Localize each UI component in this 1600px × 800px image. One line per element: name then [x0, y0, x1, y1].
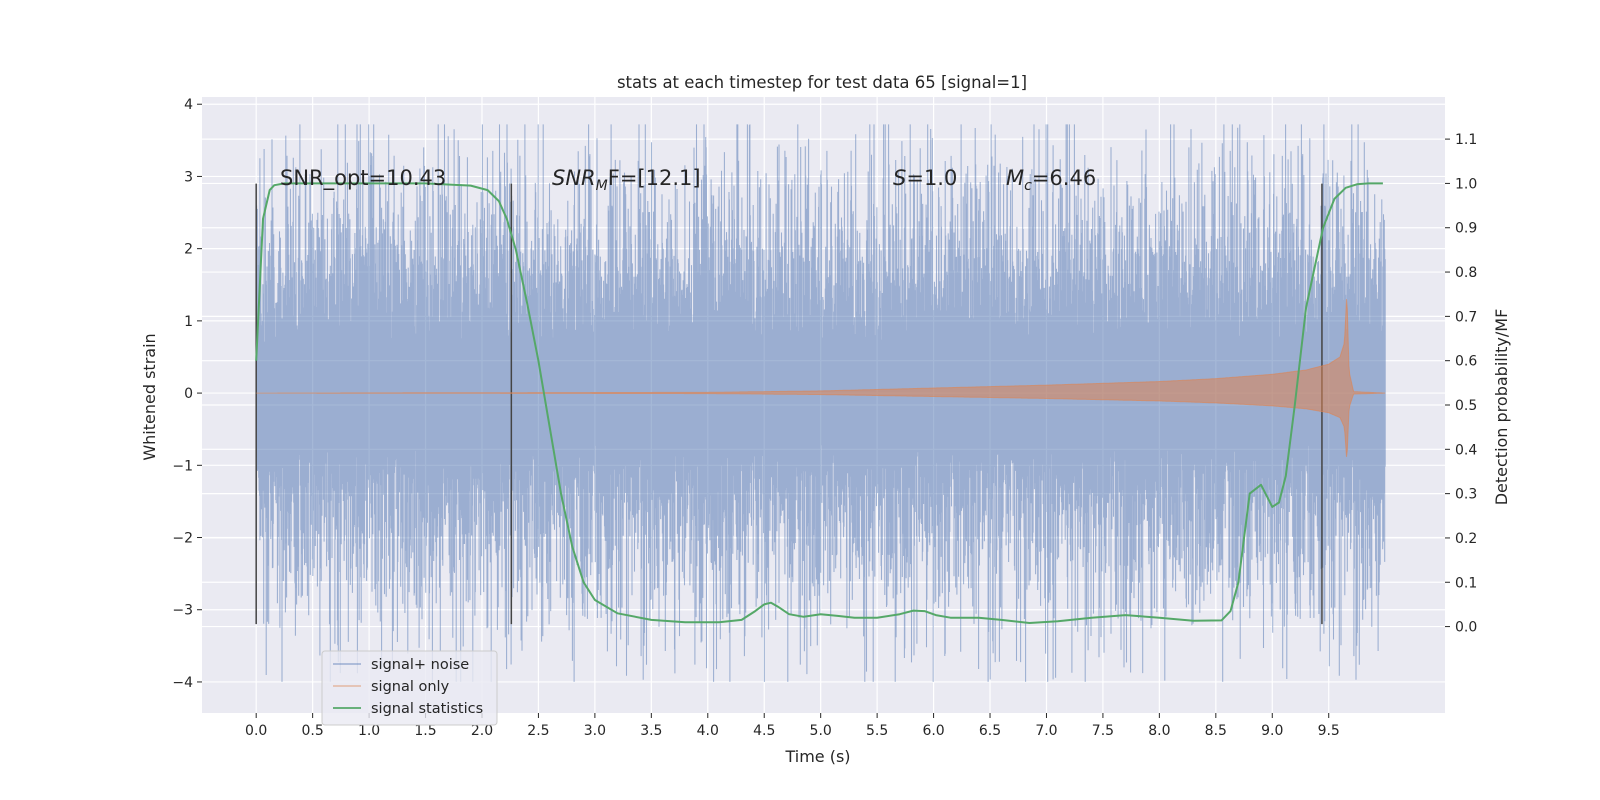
y2-axis-title: Detection probability/MF	[1492, 309, 1511, 506]
x-tick-label: 4.0	[697, 723, 719, 739]
x-tick-label: 1.0	[358, 723, 380, 739]
chart-title: stats at each timestep for test data 65 …	[617, 73, 1027, 92]
x-tick-label: 9.5	[1318, 723, 1340, 739]
x-tick-label: 0.0	[245, 723, 267, 739]
x-tick-label: 9.0	[1261, 723, 1283, 739]
x-tick-label: 5.0	[810, 723, 832, 739]
annotation-mc: Mc=6.46	[1006, 166, 1096, 194]
y2-tick-label: 0.3	[1455, 487, 1477, 503]
x-tick-label: 4.5	[753, 723, 775, 739]
x-tick-label: 5.5	[866, 723, 888, 739]
y-axis-title: Whitened strain	[140, 333, 159, 460]
x-tick-label: 3.0	[584, 723, 606, 739]
y2-tick-label: 0.4	[1455, 442, 1477, 458]
annotation-s: S=1.0	[893, 166, 957, 190]
x-tick-label: 1.5	[414, 723, 436, 739]
y2-tick-label: 0.1	[1455, 575, 1477, 591]
y2-tick-label: 0.0	[1455, 620, 1477, 636]
legend: signal+ noise signal only signal statist…	[321, 650, 498, 726]
y-tick-label: −4	[172, 675, 193, 691]
y2-tick-label: 1.1	[1455, 132, 1477, 148]
y-tick-label: 3	[184, 169, 193, 185]
x-tick-label: 6.0	[922, 723, 944, 739]
legend-label-signal-statistics: signal statistics	[371, 701, 483, 717]
legend-label-signal-noise: signal+ noise	[371, 657, 469, 673]
x-tick-label: 2.0	[471, 723, 493, 739]
y-tick-label: −3	[172, 603, 193, 619]
y-tick-label: 4	[184, 97, 193, 113]
series-signal-statistics	[255, 182, 1383, 624]
x-tick-label: 8.0	[1148, 723, 1170, 739]
annotation-snr-mf: SNRMF=[12.1]	[552, 166, 701, 194]
legend-label-signal-only: signal only	[371, 679, 450, 695]
y2-tick-label: 1.0	[1455, 176, 1477, 192]
x-tick-label: 6.5	[979, 723, 1001, 739]
y2-tick-label: 0.9	[1455, 221, 1477, 237]
annotation-snr-opt: SNR_opt=10.43	[280, 166, 446, 191]
x-axis-title: Time (s)	[784, 747, 850, 766]
y2-tick-label: 0.6	[1455, 354, 1477, 370]
y2-tick-label: 0.5	[1455, 398, 1477, 414]
x-tick-label: 7.5	[1092, 723, 1114, 739]
y-tick-label: 2	[184, 242, 193, 258]
y2-tick-label: 0.8	[1455, 265, 1477, 281]
x-tick-label: 2.5	[527, 723, 549, 739]
y-tick-label: 1	[184, 314, 193, 330]
x-tick-label: 0.5	[302, 723, 324, 739]
x-tick-label: 8.5	[1205, 723, 1227, 739]
y2-tick-label: 0.7	[1455, 309, 1477, 325]
legend-box	[321, 650, 498, 726]
y-tick-label: −2	[172, 531, 193, 547]
x-tick-label: 3.5	[640, 723, 662, 739]
y2-tick-label: 0.2	[1455, 531, 1477, 547]
y-tick-label: 0	[184, 386, 193, 402]
series-signal-only	[256, 299, 1386, 457]
x-tick-label: 7.0	[1035, 723, 1057, 739]
y-tick-label: −1	[172, 458, 193, 474]
